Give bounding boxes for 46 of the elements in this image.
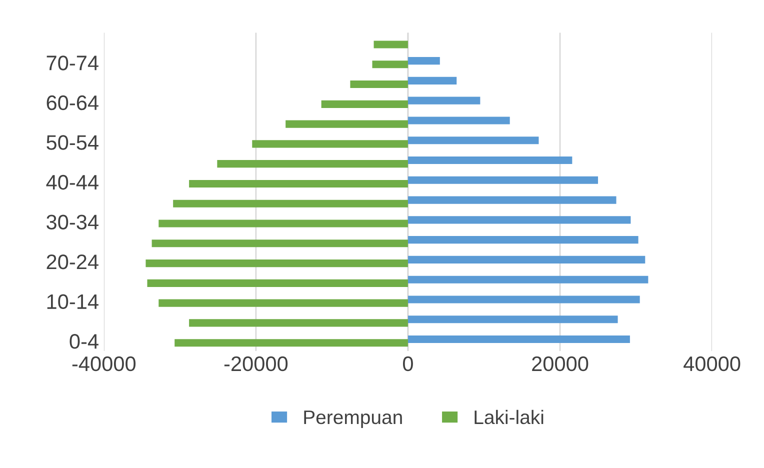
bar bbox=[173, 200, 408, 208]
bar bbox=[372, 60, 408, 68]
bar bbox=[408, 335, 630, 344]
bar bbox=[408, 216, 631, 224]
legend-label: Laki-laki bbox=[474, 410, 544, 424]
bar bbox=[158, 220, 408, 228]
bar bbox=[408, 196, 616, 204]
bar bbox=[147, 279, 408, 287]
y-tick-label: 40-44 bbox=[46, 174, 98, 190]
y-tick-label: 70-74 bbox=[46, 56, 98, 70]
y-tick-label: 60-64 bbox=[46, 95, 98, 110]
x-tick-label: 40000 bbox=[684, 356, 740, 372]
bar bbox=[408, 176, 598, 184]
bar bbox=[286, 120, 408, 128]
bar bbox=[408, 96, 480, 104]
bar bbox=[374, 40, 408, 48]
bar bbox=[408, 256, 646, 264]
bar bbox=[408, 236, 638, 244]
bar bbox=[408, 296, 640, 304]
bar bbox=[408, 276, 648, 284]
bar bbox=[146, 260, 408, 268]
bar bbox=[408, 116, 510, 124]
bar bbox=[321, 100, 408, 108]
bar bbox=[152, 240, 408, 248]
bar bbox=[408, 316, 618, 324]
x-tick-label: 20000 bbox=[532, 356, 588, 372]
bar bbox=[350, 80, 408, 88]
bar bbox=[189, 180, 408, 188]
bar bbox=[408, 76, 457, 84]
x-tick-label: 0 bbox=[402, 356, 413, 372]
legend-label: Perempuan bbox=[304, 410, 402, 428]
bar bbox=[408, 57, 440, 65]
y-tick-label: 0-4 bbox=[70, 334, 98, 349]
y-tick-label: 30-34 bbox=[46, 214, 98, 230]
y-tick-label: 10-14 bbox=[47, 294, 98, 310]
bar bbox=[252, 140, 408, 148]
bar bbox=[158, 299, 408, 307]
bar bbox=[217, 160, 408, 168]
bar bbox=[189, 319, 408, 327]
x-tick-label: -20000 bbox=[224, 356, 288, 372]
bar bbox=[408, 156, 572, 164]
bar bbox=[174, 339, 408, 347]
x-tick-label: -40000 bbox=[72, 356, 136, 372]
y-tick-label: 20-24 bbox=[46, 254, 98, 270]
y-tick-label: 50-54 bbox=[46, 135, 98, 150]
bar bbox=[408, 136, 539, 144]
